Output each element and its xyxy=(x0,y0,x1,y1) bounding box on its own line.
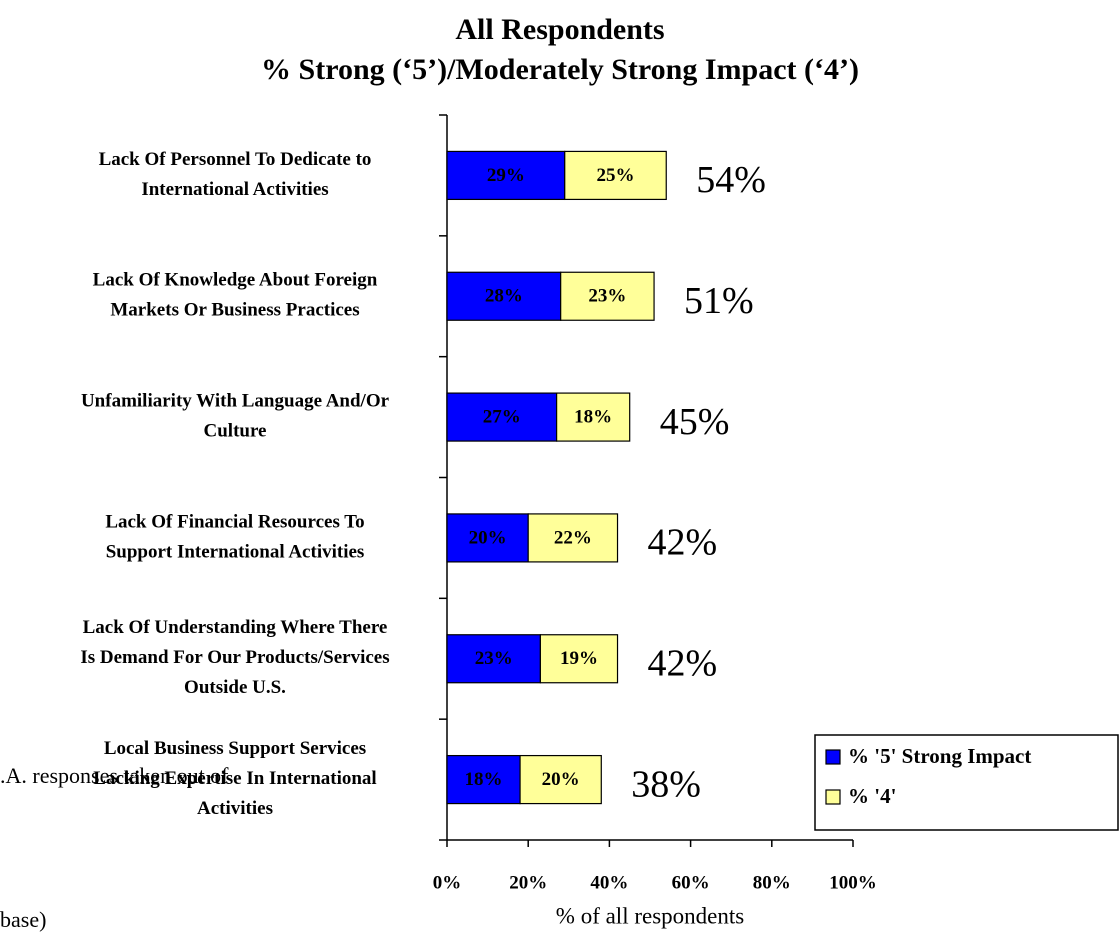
y-tick-label: Local Business Support Services xyxy=(104,738,366,759)
chart-title: All Respondents xyxy=(455,13,664,46)
bar xyxy=(564,150,667,201)
y-tick-label: Culture xyxy=(204,420,267,441)
y-tick-label: Is Demand For Our Products/Services xyxy=(80,647,389,668)
bar-label: 18% xyxy=(465,769,503,790)
bar-label: 27% xyxy=(483,406,521,427)
chart-subtitle: % Strong (‘5’)/Moderately Strong Impact … xyxy=(261,53,859,86)
legend-label: % '4' xyxy=(848,784,896,808)
bar xyxy=(446,392,558,442)
bar-label: 22% xyxy=(554,527,592,548)
y-tick-label: Lack Of Financial Resources To xyxy=(105,511,364,532)
bar-label: 20% xyxy=(469,527,507,548)
bar xyxy=(560,271,655,321)
legend-swatch xyxy=(825,789,841,805)
bar-label: 29% xyxy=(487,165,525,186)
bar xyxy=(446,150,566,201)
y-tick-label: Lacking Expertise In International xyxy=(93,768,376,789)
x-tick-label: 100% xyxy=(829,872,877,893)
legend-box xyxy=(814,734,1119,831)
bar xyxy=(539,634,619,684)
bar xyxy=(446,754,521,805)
total-label: 54% xyxy=(696,159,766,201)
y-tick-label: Markets Or Business Practices xyxy=(110,300,359,321)
x-tick-label: 20% xyxy=(509,872,547,893)
total-label: 38% xyxy=(631,763,701,805)
y-tick-label: Lack Of Knowledge About Foreign xyxy=(93,270,378,291)
bar-label: 23% xyxy=(588,286,626,307)
y-tick-label: Unfamiliarity With Language And/Or xyxy=(81,390,390,411)
bar-label: 28% xyxy=(485,286,523,307)
x-tick-label: 60% xyxy=(672,872,710,893)
y-tick-label: Activities xyxy=(197,798,273,819)
bar-label: 23% xyxy=(475,648,513,669)
y-tick-label: Lack Of Personnel To Dedicate to xyxy=(99,149,372,170)
bar xyxy=(446,634,541,684)
y-tick-label: Lack Of Understanding Where There xyxy=(83,617,388,638)
bar-label: 18% xyxy=(574,406,612,427)
y-tick-label: Support International Activities xyxy=(106,541,365,562)
bar-label: 25% xyxy=(596,165,634,186)
note: .A. responses taken out of xyxy=(0,763,229,788)
bar xyxy=(446,271,562,321)
bar xyxy=(519,754,602,805)
note: base) xyxy=(0,907,46,932)
bar xyxy=(527,513,619,563)
bar xyxy=(556,392,631,442)
x-tick-label: 0% xyxy=(433,872,462,893)
x-tick-label: 80% xyxy=(753,872,791,893)
total-label: 45% xyxy=(660,401,730,443)
x-tick-label: 40% xyxy=(590,872,628,893)
x-axis-label: % of all respondents xyxy=(556,903,744,928)
legend-swatch xyxy=(825,749,841,765)
total-label: 42% xyxy=(648,642,718,684)
bar-label: 19% xyxy=(560,648,598,669)
y-tick-label: International Activities xyxy=(141,179,328,200)
total-label: 51% xyxy=(684,280,754,322)
legend-label: % '5' Strong Impact xyxy=(848,744,1031,768)
bar xyxy=(446,513,529,563)
total-label: 42% xyxy=(648,522,718,564)
y-tick-label: Outside U.S. xyxy=(184,677,286,698)
bar-label: 20% xyxy=(542,769,580,790)
